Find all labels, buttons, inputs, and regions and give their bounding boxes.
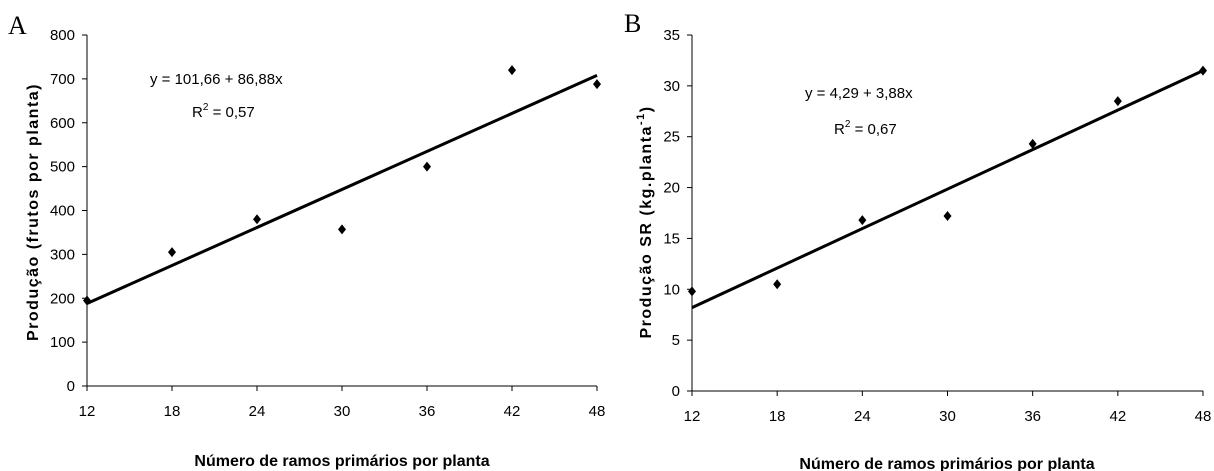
y-tick-label-a: 200 — [50, 290, 75, 307]
x-tick-label-b: 24 — [854, 408, 871, 425]
x-tick-label-a: 36 — [419, 403, 436, 420]
y-axis-label-main-a: Produção (frutos por planta) — [25, 83, 42, 341]
x-tick-label-a: 24 — [249, 403, 266, 420]
data-point-a — [83, 295, 91, 306]
x-tick-label-a: 42 — [504, 403, 521, 420]
panel-label-b: B — [624, 9, 641, 38]
trendline-a — [86, 73, 598, 305]
x-tick-label-b: 36 — [1024, 408, 1041, 425]
regression-line-b — [691, 69, 1204, 309]
data-point-a — [508, 65, 516, 76]
data-point-a — [253, 214, 261, 225]
y-axis-label-a: Produção (frutos por planta) — [25, 83, 42, 341]
x-tick-label-b: 12 — [684, 408, 701, 425]
y-axis-label-b: Produção SR (kg.planta-1) — [635, 105, 655, 338]
r2-value-a: = 0,57 — [208, 104, 254, 121]
data-point-a — [168, 247, 176, 258]
r2-prefix-b: R — [834, 121, 845, 138]
x-tick-label-b: 18 — [769, 408, 786, 425]
data-points-b — [688, 65, 1207, 297]
panel-a: A 0 100 200 300 400 500 600 700 800 12 18 24 30 36 42… — [8, 11, 605, 470]
y-tick-label-b: 20 — [663, 180, 680, 197]
x-ticks-a: 12 18 24 30 36 42 48 — [79, 386, 606, 420]
y-ticks-a: 0 100 200 300 400 500 600 700 800 — [50, 27, 87, 395]
data-point-b — [1028, 138, 1037, 149]
y-tick-label-a: 600 — [50, 115, 75, 132]
y-axis-label-suffix-b: ) — [638, 105, 655, 112]
x-ticks-b: 12 18 24 30 36 42 48 — [684, 391, 1212, 425]
r-squared-b: R2 = 0,67 — [834, 119, 897, 138]
data-point-b — [858, 215, 867, 226]
panel-b: B 0 5 10 15 20 25 30 35 12 18 24 30 36 42 48 Produção… — [624, 9, 1211, 471]
x-tick-label-a: 48 — [589, 403, 606, 420]
data-point-b — [773, 279, 782, 290]
trendline-b — [691, 69, 1204, 309]
data-point-b — [1199, 65, 1207, 76]
r2-sup-a: 2 — [203, 102, 209, 113]
equation-b: y = 4,29 + 3,88x — [805, 85, 913, 102]
data-point-b — [688, 286, 696, 297]
y-tick-label-a: 500 — [50, 159, 75, 176]
x-tick-label-b: 42 — [1109, 408, 1126, 425]
y-tick-label-a: 400 — [50, 203, 75, 220]
equation-a: y = 101,66 + 86,88x — [150, 71, 283, 88]
y-tick-label-b: 25 — [663, 129, 680, 146]
data-point-b — [943, 211, 952, 222]
x-tick-label-a: 30 — [334, 403, 351, 420]
y-tick-label-a: 300 — [50, 246, 75, 263]
y-axis-label-sup-b: -1 — [635, 112, 647, 125]
r2-prefix-a: R — [192, 104, 203, 121]
x-tick-label-b: 30 — [939, 408, 956, 425]
y-tick-label-a: 700 — [50, 71, 75, 88]
r2-value-b: = 0,67 — [850, 121, 896, 138]
r2-sup-b: 2 — [845, 119, 851, 130]
y-tick-label-b: 10 — [663, 281, 680, 298]
regression-line-a — [86, 73, 598, 305]
x-tick-label-a: 12 — [79, 403, 96, 420]
y-tick-label-b: 15 — [663, 230, 680, 247]
r-squared-a: R2 = 0,57 — [192, 102, 255, 121]
data-point-a — [338, 224, 346, 235]
data-point-a — [423, 161, 431, 172]
panel-label-a: A — [8, 11, 27, 40]
x-tick-label-b: 48 — [1195, 408, 1212, 425]
data-point-a — [593, 79, 601, 90]
y-tick-label-a: 100 — [50, 334, 75, 351]
x-axis-label-b: Número de ramos primários por planta — [799, 456, 1094, 471]
y-tick-label-b: 5 — [672, 332, 680, 349]
y-tick-label-b: 0 — [672, 383, 680, 400]
x-axis-label-a: Número de ramos primários por planta — [194, 453, 489, 470]
y-ticks-b: 0 5 10 15 20 25 30 35 — [663, 27, 692, 400]
y-tick-label-a: 800 — [50, 27, 75, 44]
y-tick-label-b: 30 — [663, 78, 680, 95]
y-axis-label-main-b: Produção SR (kg.planta — [638, 125, 655, 338]
y-tick-label-b: 35 — [663, 27, 680, 44]
y-tick-label-a: 0 — [67, 378, 75, 395]
x-tick-label-a: 18 — [164, 403, 181, 420]
data-points-a — [83, 65, 601, 306]
data-point-b — [1113, 96, 1122, 107]
